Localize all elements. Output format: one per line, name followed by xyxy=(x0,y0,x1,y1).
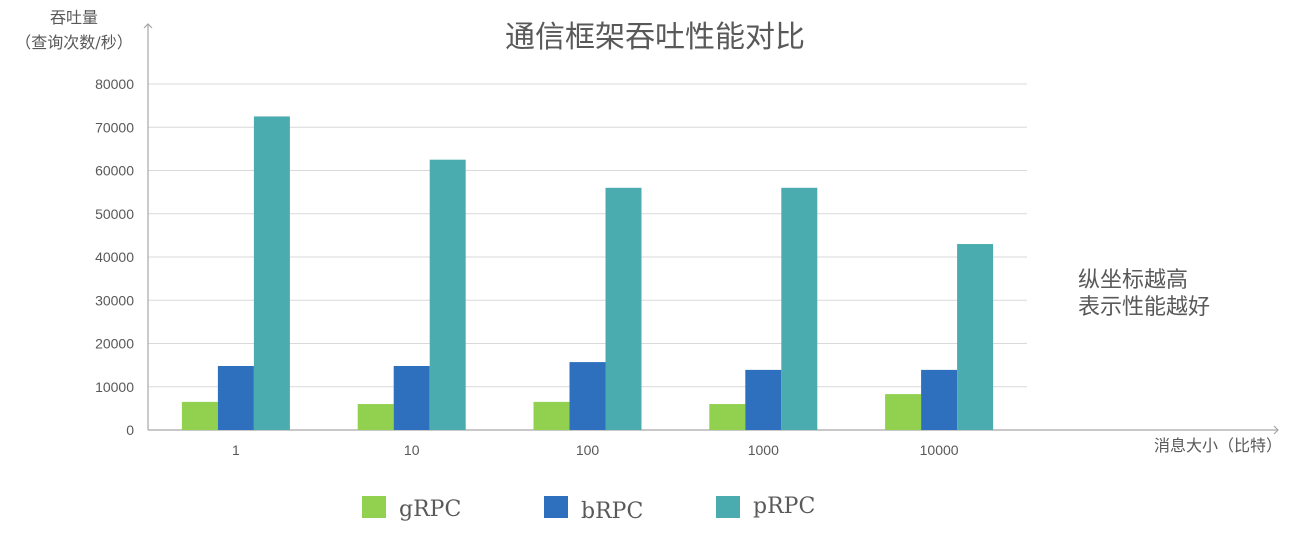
x-tick-label: 1000 xyxy=(748,442,779,458)
bar-brpc-1000 xyxy=(745,369,782,430)
legend-swatch-prpc xyxy=(716,496,740,518)
x-tick-label: 1 xyxy=(232,442,240,458)
bar-brpc-10 xyxy=(393,365,430,430)
annotation-line1: 纵坐标越高 xyxy=(1078,268,1188,293)
legend-label-grpc: gRPC xyxy=(399,497,461,522)
y-tick-label: 40000 xyxy=(95,249,134,265)
y-tick-label: 0 xyxy=(126,422,134,438)
legend: gRPC bRPC pRPC xyxy=(362,494,815,524)
bar-brpc-100 xyxy=(569,362,606,430)
y-tick-label: 20000 xyxy=(95,336,134,352)
bar-grpc-1000 xyxy=(709,404,746,430)
bar-brpc-1 xyxy=(217,365,254,430)
bar-prpc-100 xyxy=(605,187,642,430)
chart-title: 通信框架吞吐性能对比 xyxy=(505,20,805,55)
x-axis-title: 消息大小（比特） xyxy=(1154,436,1282,455)
legend-swatch-brpc xyxy=(544,496,568,518)
y-tick-label: 80000 xyxy=(95,76,134,92)
bar-grpc-1 xyxy=(181,401,218,430)
y-axis-title-line2: （查询次数/秒） xyxy=(15,33,132,52)
bar-brpc-10000 xyxy=(921,369,958,430)
bars xyxy=(181,116,994,430)
y-tick-label: 60000 xyxy=(95,163,134,179)
y-axis-title-line1: 吞吐量 xyxy=(50,8,98,27)
x-tick-label: 10 xyxy=(404,442,420,458)
y-tick-label: 30000 xyxy=(95,292,134,308)
y-tick-label: 50000 xyxy=(95,206,134,222)
x-tick-label: 10000 xyxy=(920,442,959,458)
annotation-line2: 表示性能越好 xyxy=(1078,295,1210,320)
x-tick-label: 100 xyxy=(576,442,600,458)
bar-prpc-10000 xyxy=(957,244,994,430)
bar-prpc-1000 xyxy=(781,187,818,430)
bar-grpc-10000 xyxy=(885,394,922,430)
bar-grpc-10 xyxy=(357,404,394,430)
bar-prpc-10 xyxy=(429,159,466,430)
y-tick-label: 10000 xyxy=(95,379,134,395)
legend-label-brpc: bRPC xyxy=(581,499,643,524)
bar-grpc-100 xyxy=(533,401,570,430)
bar-prpc-1 xyxy=(253,116,290,430)
legend-label-prpc: pRPC xyxy=(753,494,815,519)
y-tick-label: 70000 xyxy=(95,119,134,135)
x-tick-labels: 1 10 100 1000 10000 xyxy=(232,442,959,458)
gridlines xyxy=(148,83,1027,388)
legend-swatch-grpc xyxy=(362,496,386,518)
y-tick-labels: 0 10000 20000 30000 40000 50000 60000 70000 8000… xyxy=(95,76,134,438)
